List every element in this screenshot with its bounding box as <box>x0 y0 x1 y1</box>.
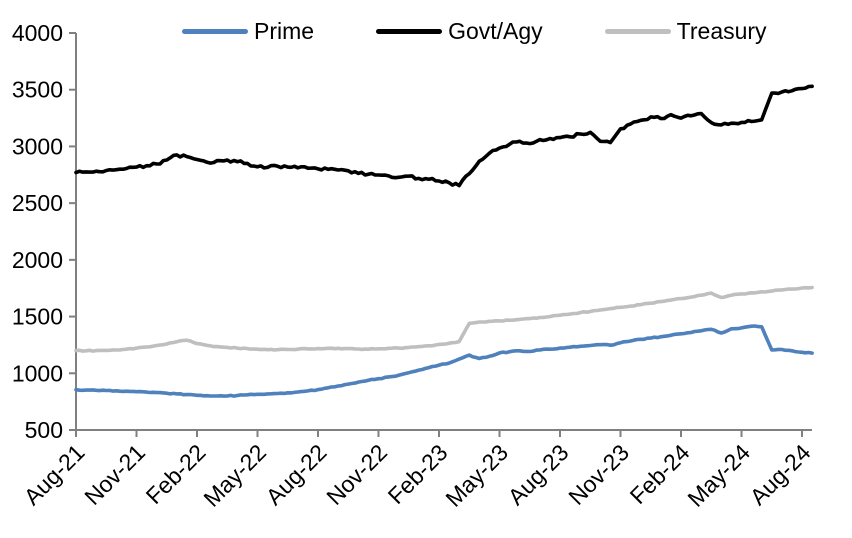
legend-swatch-prime-line <box>182 29 248 34</box>
legend-label-treasury: Treasury <box>676 18 767 44</box>
y-axis-tick-label: 2000 <box>12 247 63 273</box>
x-axis-tick-label: Aug-23 <box>503 439 574 510</box>
y-axis-tick-label: 3500 <box>12 77 63 103</box>
x-axis-tick-label: Aug-24 <box>745 439 816 510</box>
x-axis-tick-label: Nov-23 <box>563 439 634 510</box>
y-axis-tick-label: 500 <box>25 417 63 443</box>
y-axis-tick-label: 1500 <box>12 304 63 330</box>
x-axis-tick-label: Feb-23 <box>383 439 453 509</box>
series-line-treasury <box>74 285 814 353</box>
x-axis-tick-label: Nov-22 <box>321 439 392 510</box>
x-axis-tick-label: Nov-21 <box>79 439 150 510</box>
x-axis-tick-label: Feb-24 <box>625 439 695 509</box>
x-axis-tick-label: May-22 <box>198 439 271 512</box>
x-axis-tick-label: May-24 <box>682 439 755 512</box>
legend-item-govt-agy: Govt/Agy <box>376 20 543 43</box>
legend-item-treasury: Treasury <box>604 18 767 44</box>
legend-swatch-treasury-line <box>604 29 671 34</box>
x-axis-tick-label: Aug-22 <box>261 439 332 510</box>
legend-item-prime: Prime <box>182 20 314 43</box>
x-axis-tick-label: Feb-22 <box>141 439 211 509</box>
x-axis-tick-label: May-23 <box>440 439 513 512</box>
legend-label-govt-agy: Govt/Agy <box>448 18 543 44</box>
series-line-prime <box>74 324 814 398</box>
legend-swatch-govt-agy-line <box>376 29 443 34</box>
y-axis-tick-label: 2500 <box>12 190 63 216</box>
y-axis-tick-label: 4000 <box>12 20 63 46</box>
legend: Prime Govt/Agy Treasury <box>182 20 767 43</box>
y-axis-tick-label: 1000 <box>12 360 63 386</box>
legend-label-prime: Prime <box>254 18 315 44</box>
y-axis-tick-label: 3000 <box>12 133 63 159</box>
x-axis-tick-label: Aug-21 <box>19 439 90 510</box>
series-line-govt-agy <box>74 84 814 188</box>
